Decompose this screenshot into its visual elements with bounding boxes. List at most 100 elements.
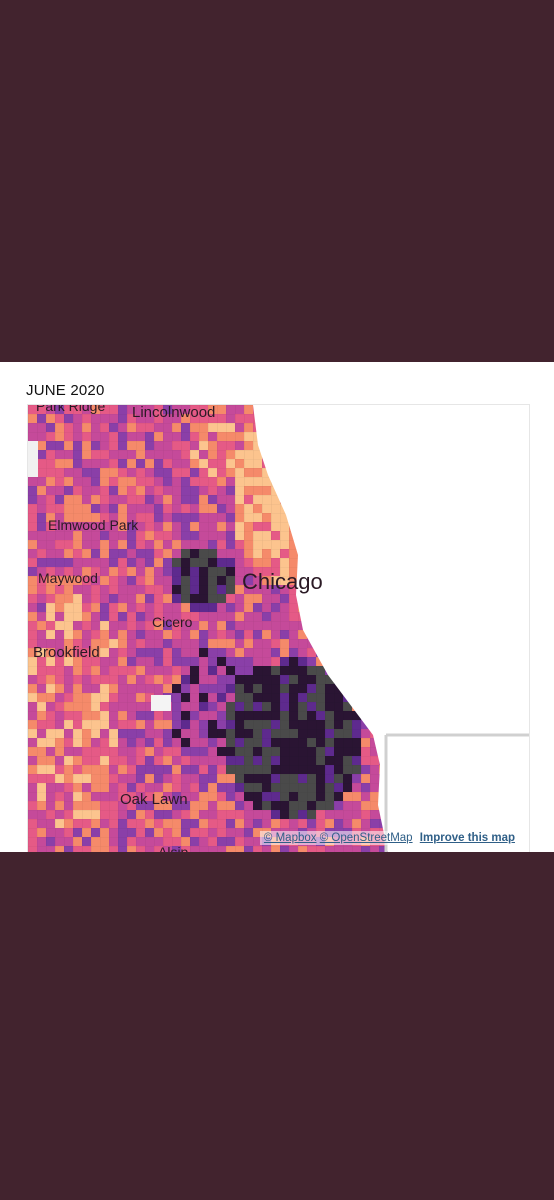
tract-cell bbox=[397, 441, 406, 450]
tract-cell bbox=[406, 432, 415, 441]
tract-cell bbox=[352, 405, 361, 414]
tract-cell bbox=[370, 504, 379, 513]
tract-cell bbox=[325, 603, 334, 612]
tract-cell bbox=[334, 558, 343, 567]
tract-cell bbox=[397, 567, 406, 576]
tract-cell bbox=[352, 612, 361, 621]
tract-cell bbox=[370, 576, 379, 585]
tract-cell bbox=[361, 657, 370, 666]
tract-cell bbox=[361, 612, 370, 621]
tract-cell bbox=[343, 423, 352, 432]
tract-cell bbox=[334, 504, 343, 513]
tract-cell bbox=[397, 486, 406, 495]
tract-cell bbox=[388, 819, 397, 828]
tract-cell bbox=[397, 513, 406, 522]
tract-cell bbox=[406, 405, 415, 414]
tract-cell bbox=[325, 504, 334, 513]
tract-cell bbox=[379, 513, 388, 522]
label-cicero: Cicero bbox=[152, 614, 193, 630]
tract-cell bbox=[316, 441, 325, 450]
tract-cell bbox=[325, 522, 334, 531]
tract-cell bbox=[379, 405, 388, 414]
tract-cell bbox=[379, 540, 388, 549]
tract-cell bbox=[397, 657, 406, 666]
tract-cell bbox=[361, 558, 370, 567]
tract-cell bbox=[307, 531, 316, 540]
tract-cell bbox=[370, 603, 379, 612]
tract-cell bbox=[406, 612, 415, 621]
tract-cell bbox=[397, 756, 406, 765]
tract-cell bbox=[397, 477, 406, 486]
tract-cell bbox=[280, 495, 289, 504]
tract-cell bbox=[361, 675, 370, 684]
tract-cell bbox=[316, 549, 325, 558]
tract-cell bbox=[397, 765, 406, 774]
tract-cell bbox=[352, 486, 361, 495]
tract-cell bbox=[334, 477, 343, 486]
tract-cell bbox=[397, 666, 406, 675]
osm-link[interactable]: © OpenStreetMap bbox=[319, 832, 413, 844]
tract-cell bbox=[370, 477, 379, 486]
tract-cell bbox=[298, 405, 307, 414]
tract-cell bbox=[388, 738, 397, 747]
tract-cell bbox=[343, 657, 352, 666]
tract-cell bbox=[379, 585, 388, 594]
tract-cell bbox=[361, 414, 370, 423]
tract-cell bbox=[316, 594, 325, 603]
tract-cell bbox=[397, 711, 406, 720]
tract-cell bbox=[361, 459, 370, 468]
tract-cell bbox=[370, 558, 379, 567]
tract-cell bbox=[316, 603, 325, 612]
tract-cell bbox=[406, 585, 415, 594]
tract-cell bbox=[361, 531, 370, 540]
tract-cell bbox=[289, 405, 298, 414]
tract-cell bbox=[352, 675, 361, 684]
tract-cell bbox=[379, 549, 388, 558]
tract-cell bbox=[262, 423, 271, 432]
tract-cell bbox=[280, 423, 289, 432]
tract-cell bbox=[388, 576, 397, 585]
tract-cell bbox=[406, 648, 415, 657]
tract-cell bbox=[388, 477, 397, 486]
tract-cell bbox=[379, 450, 388, 459]
tract-cell bbox=[307, 441, 316, 450]
tract-cell bbox=[397, 531, 406, 540]
tract-cell bbox=[352, 639, 361, 648]
mapbox-link[interactable]: © Mapbox bbox=[263, 832, 317, 844]
tract-cell bbox=[406, 774, 415, 783]
tract-cell bbox=[397, 819, 406, 828]
top-background bbox=[0, 0, 554, 362]
label-chicago: Chicago bbox=[242, 569, 323, 594]
tract-cell bbox=[325, 459, 334, 468]
tract-cell bbox=[406, 747, 415, 756]
tract-cell bbox=[406, 594, 415, 603]
tract-cell bbox=[397, 414, 406, 423]
tract-cell bbox=[352, 441, 361, 450]
tract-cell bbox=[406, 513, 415, 522]
tract-cell bbox=[316, 495, 325, 504]
tract-cell bbox=[352, 531, 361, 540]
tract-cell bbox=[289, 468, 298, 477]
tract-cell bbox=[316, 558, 325, 567]
tract-cell bbox=[325, 432, 334, 441]
improve-map-link[interactable]: Improve this map bbox=[419, 832, 515, 844]
tract-cell bbox=[406, 666, 415, 675]
map-canvas[interactable]: Park Ridge Lincolnwood Elmwood Park Mayw… bbox=[28, 405, 529, 852]
tract-cell bbox=[307, 504, 316, 513]
tract-cell bbox=[325, 468, 334, 477]
tract-cell bbox=[343, 567, 352, 576]
tract-cell bbox=[406, 639, 415, 648]
tract-cell bbox=[397, 810, 406, 819]
tract-cell bbox=[370, 522, 379, 531]
tract-cell bbox=[379, 630, 388, 639]
tract-cell bbox=[397, 603, 406, 612]
tract-cell bbox=[361, 585, 370, 594]
tract-cell bbox=[379, 684, 388, 693]
tract-cell bbox=[388, 810, 397, 819]
tract-cell bbox=[406, 504, 415, 513]
tract-cell bbox=[334, 540, 343, 549]
tract-cell bbox=[388, 603, 397, 612]
tract-cell bbox=[406, 603, 415, 612]
choropleth-map[interactable]: Park Ridge Lincolnwood Elmwood Park Mayw… bbox=[27, 404, 530, 852]
tract-cell bbox=[343, 405, 352, 414]
